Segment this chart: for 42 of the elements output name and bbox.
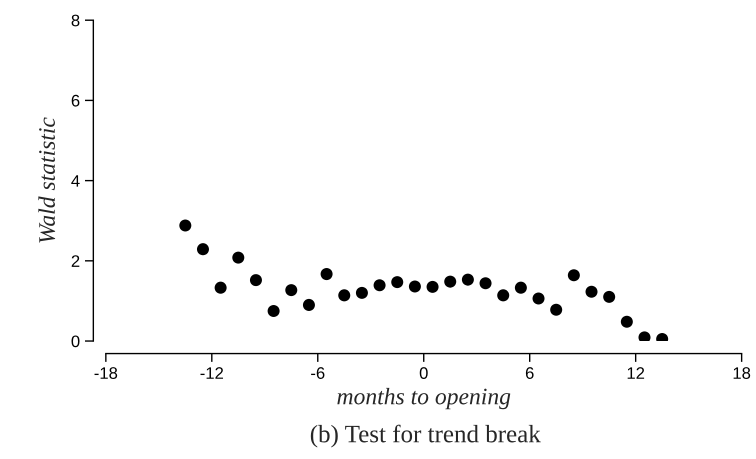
x-tick-label: 6 <box>526 367 534 379</box>
point <box>532 292 545 305</box>
point <box>408 280 421 293</box>
point <box>391 276 404 288</box>
point <box>268 304 280 317</box>
y-tick-label: 2 <box>72 255 80 267</box>
point <box>480 277 492 290</box>
point <box>444 276 456 288</box>
point <box>232 252 244 264</box>
point <box>603 290 616 303</box>
x-tick-label: -6 <box>311 367 324 379</box>
x-tick-label: 12 <box>628 367 644 379</box>
point <box>320 268 333 280</box>
point <box>338 289 350 302</box>
y-tick-label: 4 <box>71 175 80 187</box>
y-axis-title: Wald statistic <box>38 117 56 243</box>
y-tick-label: 6 <box>72 94 80 107</box>
point <box>462 274 474 286</box>
point <box>638 331 651 342</box>
point <box>302 298 315 311</box>
text: (b) Test for trend break <box>310 424 541 448</box>
point <box>426 280 439 293</box>
x-tick-label: -18 <box>94 367 118 379</box>
point <box>514 282 527 294</box>
point <box>550 304 562 316</box>
point <box>497 289 510 302</box>
x-tick-label: 18 <box>734 367 750 379</box>
point <box>374 279 386 292</box>
point <box>586 286 598 298</box>
point <box>356 286 368 299</box>
point <box>250 274 262 286</box>
y-tick-label: 0 <box>72 335 80 348</box>
point <box>196 243 209 256</box>
point <box>285 284 298 296</box>
point <box>620 316 633 328</box>
x-tick-label: -12 <box>200 367 224 379</box>
point <box>568 269 580 282</box>
x-tick-label: 0 <box>420 367 428 379</box>
x-axis-title: months to opening <box>337 388 510 410</box>
point <box>179 220 192 232</box>
y-tick-label: 8 <box>72 14 80 26</box>
point <box>214 282 227 294</box>
